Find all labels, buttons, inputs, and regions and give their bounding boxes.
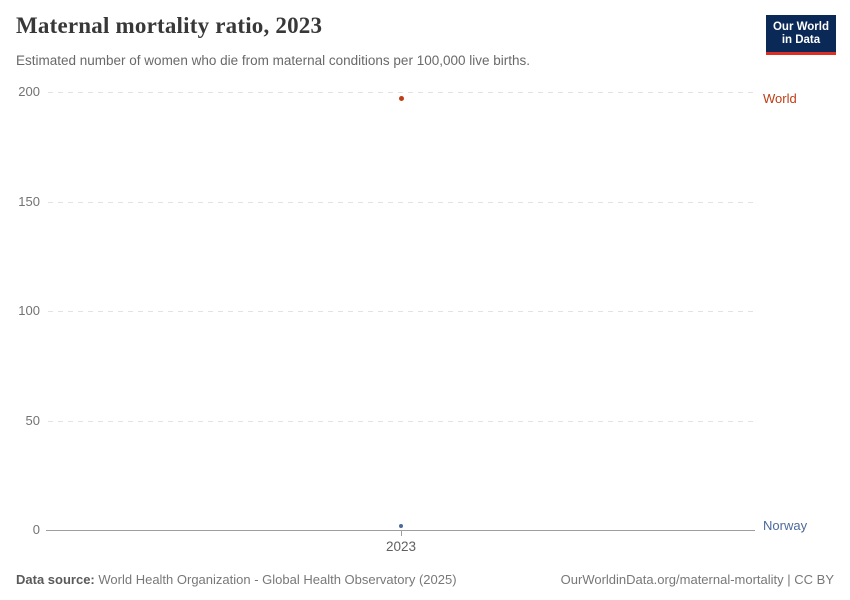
x-axis-tick-label: 2023: [385, 539, 417, 554]
y-axis-tick-label-200: 200: [18, 84, 40, 99]
x-axis-line: [46, 530, 755, 531]
owid-logo-line1: Our World: [772, 21, 829, 33]
y-axis-tick-label-0: 0: [32, 522, 40, 537]
y-axis-tick-label-150: 150: [18, 193, 40, 209]
chart-title: Maternal mortality ratio, 2023: [16, 13, 323, 38]
y-axis-tick-label-100: 100: [18, 303, 40, 318]
chart-subtitle: Estimated number of women who die from m…: [16, 53, 531, 68]
footer-datasource-text: World Health Organization - Global Healt…: [98, 572, 457, 587]
footer-datasource: Data source: World Health Organization -…: [16, 572, 457, 587]
data-point-world[interactable]: [398, 96, 404, 102]
y-axis-tick-label-50: 50: [25, 412, 40, 428]
entity-label-world[interactable]: World: [763, 90, 797, 106]
gridline-200: [48, 92, 757, 93]
footer-license-link[interactable]: OurWorldinData.org/maternal-mortality | …: [560, 572, 834, 587]
owid-logo-line2: in Data: [781, 34, 821, 46]
owid-logo[interactable]: Our World in Data: [765, 15, 836, 55]
entity-label-norway[interactable]: Norway: [763, 517, 808, 533]
gridline-50: [48, 420, 757, 422]
x-axis-tick-mark: [401, 531, 402, 536]
gridline-150: [48, 201, 757, 203]
footer-datasource-label: Data source:: [16, 572, 95, 587]
gridline-100: [48, 311, 757, 312]
data-point-norway[interactable]: [399, 523, 403, 528]
